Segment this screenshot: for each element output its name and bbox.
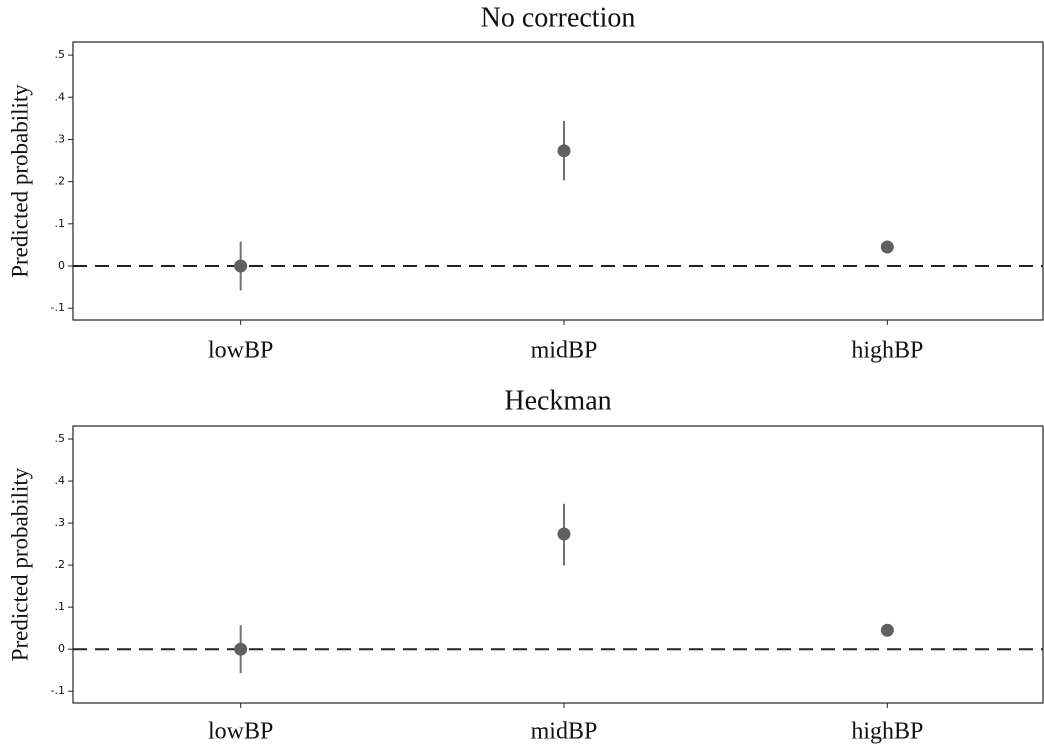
point	[880, 623, 894, 637]
chart-title: No correction	[481, 2, 636, 33]
x-tick-label: lowBP	[208, 338, 273, 364]
plot-frame	[72, 41, 1044, 321]
y-tick-label: .4	[55, 474, 66, 487]
y-tick-label: .1	[55, 217, 66, 230]
y-tick-label: .3	[55, 132, 66, 145]
y-tick-label: 0	[58, 259, 65, 272]
plot-frame	[72, 425, 1044, 704]
y-axis-label: Predicted probability	[7, 84, 32, 278]
point	[557, 144, 571, 158]
x-tick-label: highBP	[851, 719, 923, 745]
y-axis-label: Predicted probability	[7, 467, 32, 661]
point	[234, 259, 248, 273]
x-tick-label: midBP	[531, 338, 598, 364]
y-tick-label: .2	[55, 175, 66, 188]
y-tick-label: .5	[55, 48, 66, 61]
x-tick-label: midBP	[531, 719, 598, 745]
y-tick-label: .3	[55, 516, 66, 529]
x-tick-label: highBP	[851, 338, 923, 364]
y-tick-label: .1	[55, 600, 66, 613]
point	[234, 642, 248, 656]
y-tick-label: .2	[55, 558, 66, 571]
chart-title: Heckman	[504, 385, 611, 416]
point	[880, 240, 894, 254]
point	[557, 527, 571, 541]
y-tick-label: .5	[55, 432, 66, 445]
y-tick-label: 0	[58, 642, 65, 655]
x-tick-label: lowBP	[208, 719, 273, 745]
y-tick-label: .4	[55, 90, 66, 103]
y-tick-label: -.1	[51, 301, 65, 314]
y-tick-label: -.1	[51, 684, 65, 697]
